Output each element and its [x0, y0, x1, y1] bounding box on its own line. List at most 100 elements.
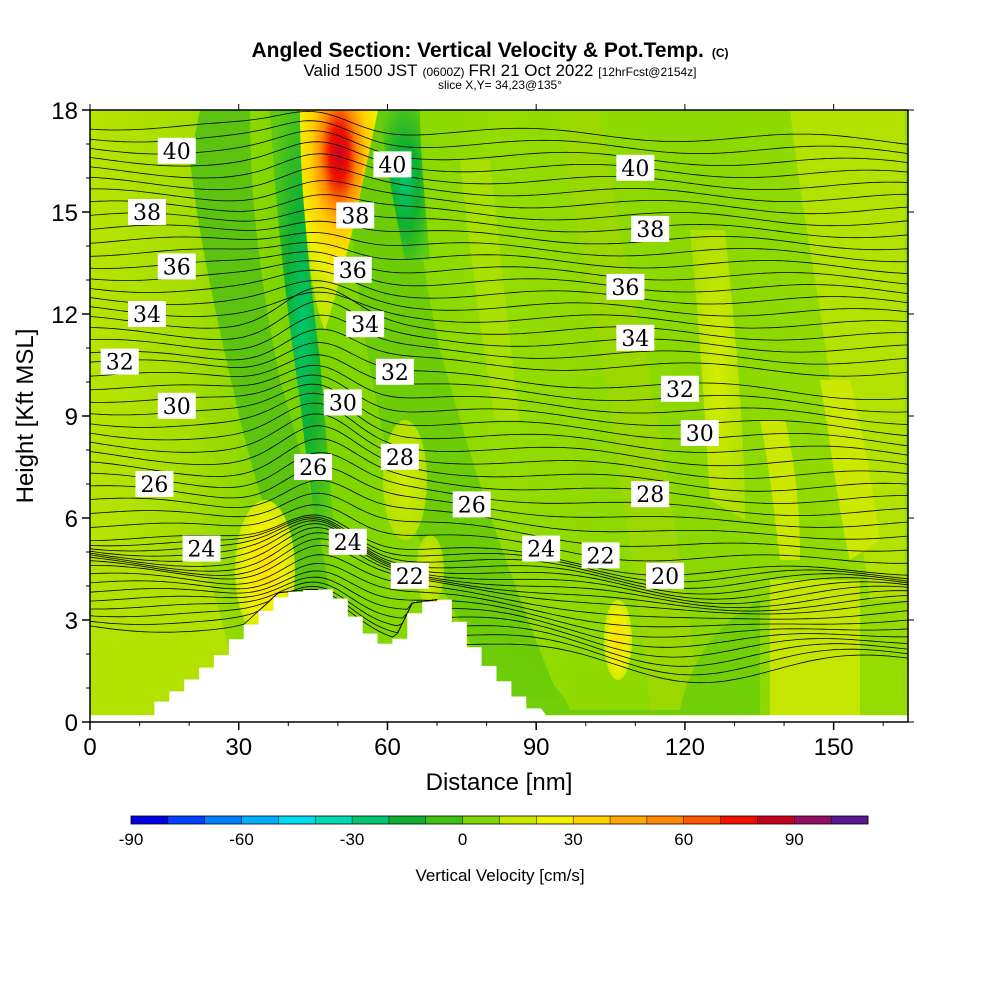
- theta-contour-line: [90, 260, 908, 295]
- y-tick-label: 3: [65, 608, 78, 635]
- theta-contour-line: [90, 576, 908, 648]
- theta-contour-line: [90, 153, 908, 190]
- colorbar-tick-label: 90: [785, 830, 804, 849]
- x-tick-label: 120: [665, 734, 705, 761]
- contour-label-text: 32: [106, 351, 134, 376]
- contour-label-bg: [135, 471, 174, 497]
- theta-contour-line: [90, 523, 908, 600]
- contour-label-bg: [680, 420, 719, 446]
- contour-label-bg: [157, 253, 196, 280]
- colorbar-swatch: [352, 816, 390, 824]
- contour-label: 22: [390, 562, 429, 590]
- theta-contour-line: [90, 342, 908, 400]
- contour-label-bg: [128, 199, 167, 225]
- contour-label-text: 36: [163, 255, 191, 280]
- contour-label: 30: [157, 392, 196, 420]
- theta-contour-line: [90, 589, 908, 684]
- ground-strip: [90, 715, 908, 722]
- colorbar-tick-label: 60: [674, 830, 693, 849]
- contour-label-bg: [182, 535, 221, 562]
- y-tick-label: 0: [65, 710, 78, 737]
- theta-contour-line: [90, 532, 908, 609]
- contour-label-text: 30: [163, 395, 191, 420]
- contour-label-text: 40: [378, 153, 406, 178]
- contour-label-bg: [294, 454, 333, 480]
- contour-label: 24: [328, 528, 367, 556]
- light-band-6: [760, 420, 800, 560]
- x-axis: 0 30 60 90 120 150: [83, 104, 884, 761]
- contour-label-text: 34: [351, 313, 379, 338]
- theta-contour-line: [90, 520, 908, 595]
- contour-label-text: 26: [458, 493, 486, 518]
- contour-label-text: 30: [329, 391, 357, 416]
- contour-label-text: 22: [587, 544, 615, 569]
- theta-contour-line: [90, 120, 908, 155]
- colorbar-tick-label: -90: [119, 830, 144, 849]
- colorbar-swatch: [241, 816, 279, 824]
- colorbar-swatch: [683, 816, 721, 824]
- contour-label-text: 26: [299, 456, 327, 481]
- velocity-shading: [90, 110, 905, 720]
- light-band-4: [790, 110, 905, 600]
- theta-contour-line: [90, 300, 908, 353]
- theta-contour-line: [90, 232, 908, 263]
- contour-label-bg: [606, 273, 645, 300]
- theta-contour-line: [90, 570, 908, 638]
- contour-label: 38: [631, 216, 670, 243]
- theta-contour-line: [90, 516, 908, 583]
- colorbar-label: Vertical Velocity [cm/s]: [415, 866, 584, 885]
- y-tick-label: 15: [51, 200, 78, 227]
- colorbar-swatch: [757, 816, 795, 824]
- theta-contour-line: [90, 291, 908, 329]
- contour-label: 32: [100, 348, 139, 376]
- colorbar-swatch: [425, 816, 463, 824]
- colorbar-swatch: [794, 816, 832, 824]
- light-band-1: [460, 160, 520, 420]
- theta-contour-line: [90, 251, 908, 285]
- contour-label-text: 38: [133, 201, 161, 226]
- contour-label: 28: [380, 443, 419, 471]
- theta-contour-line: [90, 402, 908, 467]
- theta-contour-line: [90, 452, 908, 517]
- colorbar-tick-label: 30: [564, 830, 583, 849]
- contour-label: 36: [157, 253, 196, 280]
- contour-label-bg: [373, 151, 412, 178]
- colorbar-swatch: [720, 816, 758, 824]
- contour-label-bg: [452, 491, 491, 518]
- theta-contour-line: [90, 527, 908, 605]
- theta-contour-line: [90, 514, 908, 576]
- contour-label-text: 40: [621, 157, 649, 182]
- contour-label-bg: [631, 216, 670, 242]
- contour-label-bg: [380, 443, 419, 470]
- contour-label-bg: [328, 528, 367, 555]
- y-tick-label: 6: [65, 506, 78, 533]
- contour-label-text: 24: [527, 538, 555, 563]
- theta-contour-line: [90, 589, 908, 676]
- chart-title: Angled Section: Vertical Velocity & Pot.…: [251, 39, 728, 62]
- contour-label: 38: [128, 199, 167, 226]
- weak-downdraft-region-2: [349, 110, 560, 700]
- contour-label-text: 28: [386, 446, 414, 471]
- theta-contour-line: [90, 374, 908, 437]
- contour-label-bg: [660, 375, 699, 402]
- light-band-5: [820, 380, 880, 560]
- contour-label-text: 26: [140, 473, 168, 498]
- contour-label-text: 32: [666, 378, 694, 403]
- colorbar-tick-label: -30: [340, 830, 365, 849]
- contour-label-bg: [336, 202, 375, 229]
- theta-contour-line: [90, 194, 908, 227]
- theta-contour-line: [90, 479, 908, 540]
- theta-contour-line: [90, 130, 908, 166]
- colorbar-swatch: [315, 816, 353, 824]
- x-tick-label: 60: [374, 734, 401, 761]
- y-axis-label: Height [Kft MSL]: [12, 329, 39, 504]
- contour-label-bg: [100, 348, 139, 375]
- theta-contour-line: [90, 585, 908, 667]
- contour-label: 36: [606, 273, 645, 301]
- theta-contour-line: [90, 545, 908, 615]
- theta-contour-line: [90, 562, 908, 628]
- theta-contour-line: [90, 413, 908, 480]
